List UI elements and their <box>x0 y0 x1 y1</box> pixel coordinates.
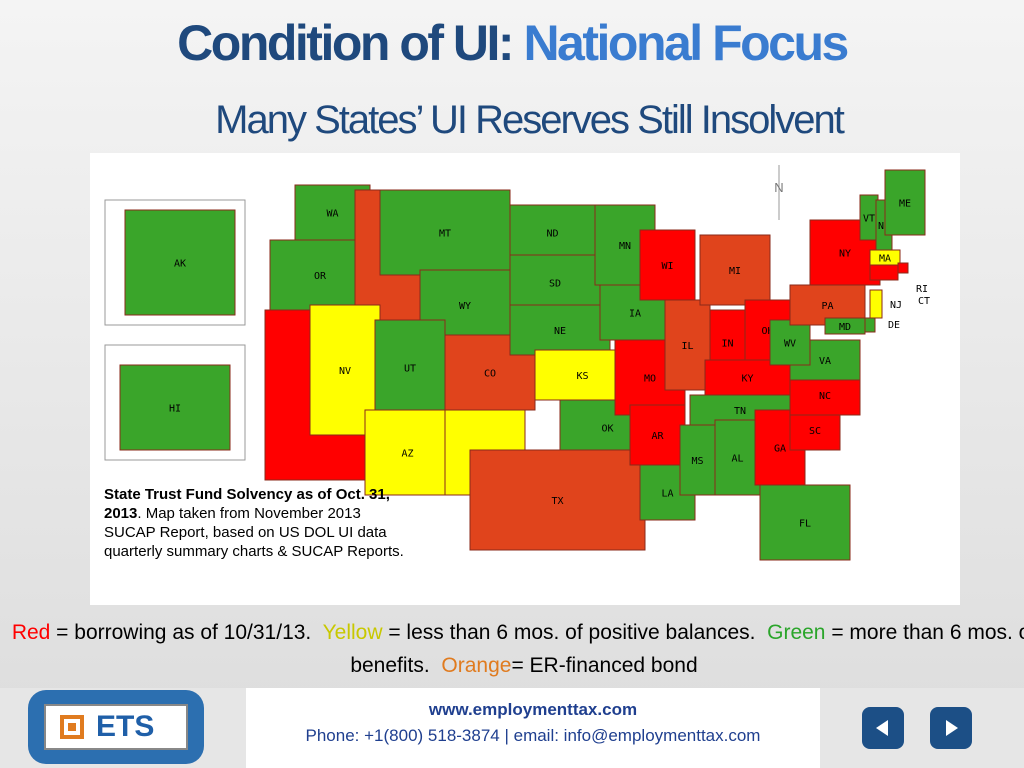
state <box>379 189 511 276</box>
state <box>769 319 811 366</box>
legend-name: Orange <box>441 654 512 677</box>
logo: ETS <box>28 690 204 764</box>
state <box>714 419 761 496</box>
state-label: VA <box>819 356 831 367</box>
state-label: SC <box>809 426 821 437</box>
state-label: NJ <box>890 300 902 311</box>
state <box>534 349 631 401</box>
state-label: MD <box>839 322 851 333</box>
state-label: AR <box>651 431 664 442</box>
state <box>704 359 791 396</box>
state-label: HI <box>169 404 181 415</box>
title-focus: National Focus <box>523 15 849 71</box>
state <box>509 304 611 356</box>
map-note: State Trust Fund Solvency as of Oct. 31,… <box>104 485 404 561</box>
state-label: MT <box>439 229 451 240</box>
state-label: WA <box>326 209 338 220</box>
next-button[interactable] <box>930 707 972 749</box>
legend-text: = ER-financed bond <box>511 654 698 677</box>
state <box>699 234 771 306</box>
map-svg: WAORCAIDNVMTWYUTAZCONMNDSDNEKSOKTXMNIAMO… <box>104 165 930 561</box>
subtitle: Many States’ UI Reserves Still Insolvent <box>215 98 845 142</box>
state-label: CT <box>918 296 930 307</box>
state-label: NV <box>339 366 351 377</box>
state-label: DE <box>888 320 900 331</box>
state-label: MN <box>619 241 631 252</box>
contact-line: Phone: +1(800) 518-3874 | email: info@em… <box>305 726 761 745</box>
note-text: . Map taken from November 2013 SUCAP Rep… <box>104 505 404 560</box>
state <box>679 424 716 496</box>
state <box>759 484 851 561</box>
state-label: GA <box>774 444 786 455</box>
logo-text: ETS <box>96 710 155 743</box>
legend-text: = less than 6 mos. of positive balances. <box>382 621 768 644</box>
state-label: KY <box>741 374 753 385</box>
state <box>824 317 866 335</box>
state-label: MA <box>879 254 891 265</box>
note-bold: State Trust Fund Solvency as of Oct. 31,… <box>104 486 390 522</box>
state-label: TX <box>551 496 563 507</box>
state <box>119 364 231 451</box>
state-label: LA <box>661 489 673 500</box>
title-main: Condition of UI: <box>177 15 524 71</box>
state <box>869 289 883 319</box>
state-label: NY <box>839 249 851 260</box>
footer: ETS www.employmenttax.com Phone: +1(800)… <box>0 688 1024 768</box>
state-label: WY <box>459 301 471 312</box>
state-label: IN <box>721 339 733 350</box>
state-label: AL <box>731 454 743 465</box>
legend-name: Red <box>11 621 51 644</box>
state-label: MI <box>729 266 741 277</box>
legend-text: = more than 6 mos. of benefits. <box>350 621 1024 677</box>
state-label: IL <box>681 341 693 352</box>
state-label: ND <box>546 229 558 240</box>
state <box>869 264 899 281</box>
state <box>789 374 861 416</box>
state-label: NE <box>554 326 566 337</box>
state-label: OR <box>314 271 327 282</box>
url: www.employmenttax.com <box>428 700 638 719</box>
state <box>639 229 696 301</box>
state-label: UT <box>404 364 416 375</box>
state-label: KS <box>576 371 588 382</box>
state-label: TN <box>734 406 746 417</box>
state-label: OH <box>761 326 773 337</box>
state <box>629 404 686 466</box>
state-label: AZ <box>401 449 413 460</box>
state-label: PA <box>821 301 833 312</box>
title: Condition of UI: National Focus <box>0 14 1024 72</box>
states: WAORCAIDNVMTWYUTAZCONMNDSDNEKSOKTXMNIAMO… <box>119 169 930 561</box>
state <box>864 317 876 333</box>
legend-text: = borrowing as of 10/31/13. <box>50 621 323 644</box>
state-label: WV <box>784 339 796 350</box>
state-label: IA <box>629 309 641 320</box>
legend: Red = borrowing as of 10/31/13. Yellow =… <box>0 616 1024 682</box>
prev-button[interactable] <box>862 707 904 749</box>
state-label: VT <box>863 214 875 225</box>
state-label: AK <box>174 259 186 270</box>
legend-name: Yellow <box>322 621 383 644</box>
state-label: MO <box>644 374 656 385</box>
contact: www.employmenttax.com Phone: +1(800) 518… <box>246 688 820 768</box>
state-label: CO <box>484 369 496 380</box>
state-label: FL <box>799 519 811 530</box>
state-label: WI <box>661 261 673 272</box>
state-label: NC <box>819 391 831 402</box>
state <box>884 169 926 236</box>
state <box>469 449 646 551</box>
state-label: ME <box>899 199 911 210</box>
state-label: MS <box>691 456 703 467</box>
state-label: NH <box>878 221 890 232</box>
state-label: OK <box>601 424 613 435</box>
legend-name: Green <box>767 621 826 644</box>
state-label: RI <box>916 284 928 295</box>
state-label: SD <box>549 279 561 290</box>
state <box>124 209 236 316</box>
state <box>897 262 909 274</box>
state <box>789 409 841 451</box>
map: WAORCAIDNVMTWYUTAZCONMNDSDNEKSOKTXMNIAMO… <box>90 153 960 605</box>
compass: N <box>774 180 783 195</box>
